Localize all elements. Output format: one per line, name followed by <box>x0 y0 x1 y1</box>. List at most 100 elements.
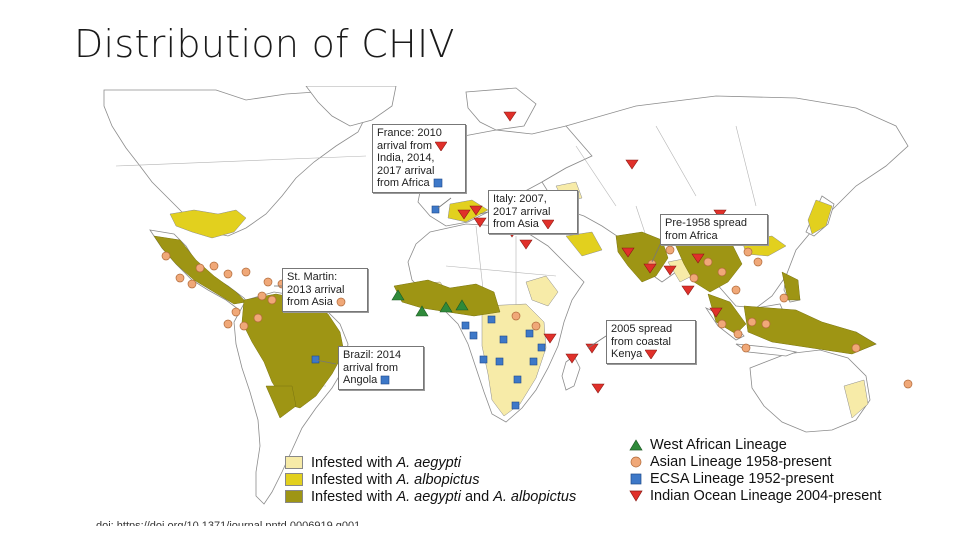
square-icon <box>628 472 644 486</box>
marker-asian <box>209 261 219 271</box>
markers-indian-ocean <box>457 111 727 394</box>
marker-asian <box>187 279 197 289</box>
scandinavia-landmass <box>465 87 537 131</box>
marker-asian <box>851 343 861 353</box>
callout-kenya: 2005 spread from coastal Kenya <box>606 320 696 364</box>
callout-france-line: France: 2010 <box>377 127 442 139</box>
marker-ecsa <box>479 355 488 364</box>
marker-asian <box>231 307 241 317</box>
marker-asian <box>223 269 233 279</box>
swatch-both <box>285 490 303 503</box>
world-map: France: 2010 arrival from India, 2014, 2… <box>96 86 920 523</box>
marker-ecsa <box>431 205 440 214</box>
marker-ecsa <box>513 375 522 384</box>
legend-item-both: Infested with A. aegypti and A. albopict… <box>285 488 576 505</box>
legend-label: Indian Ocean Lineage 2004-present <box>650 487 882 504</box>
legend-joiner: and <box>460 488 494 505</box>
legend-species: A. albopictus <box>396 471 480 488</box>
marker-indian-ocean <box>469 205 483 216</box>
legend-species: A. albopictus <box>493 488 577 505</box>
marker-ecsa <box>499 335 508 344</box>
marker-indian-ocean <box>643 263 657 274</box>
callout-stmartin: St. Martin: 2013 arrival from Asia <box>282 268 368 312</box>
marker-ecsa <box>537 343 546 352</box>
circle-icon <box>628 455 644 469</box>
legend-label: Infested with <box>311 471 397 488</box>
legend-label: ECSA Lineage 1952-present <box>650 470 834 487</box>
legend-item-indian-ocean: Indian Ocean Lineage 2004-present <box>628 487 881 504</box>
marker-indian-ocean <box>457 209 471 220</box>
legend-infestation: Infested with A. aegypti Infested with A… <box>285 454 576 505</box>
marker-asian <box>753 257 763 267</box>
callout-italy: Italy: 2007, 2017 arrival from Asia <box>488 190 578 234</box>
marker-asian <box>241 267 251 277</box>
doi-link[interactable]: doi: https://doi.org/10.1371/journal.pnt… <box>96 520 361 526</box>
callout-brazil-line: Brazil: 2014 <box>343 349 402 361</box>
marker-indian-ocean <box>543 333 557 344</box>
marker-west-african <box>415 305 429 317</box>
marker-ecsa <box>311 355 320 364</box>
swatch-albopictus <box>285 473 303 486</box>
callout-italy-line: 2017 arrival <box>493 205 551 218</box>
callout-stmartin-line: from Asia <box>287 296 363 309</box>
marker-asian <box>747 317 757 327</box>
marker-indian-ocean <box>709 307 723 318</box>
callout-france: France: 2010 arrival from India, 2014, 2… <box>372 124 466 193</box>
callout-france-line: arrival from <box>377 140 461 153</box>
legend-item-aegypti: Infested with A. aegypti <box>285 454 576 471</box>
marker-asian <box>743 247 753 257</box>
marker-indian-ocean <box>663 265 677 276</box>
marker-indian-ocean <box>503 111 517 122</box>
australia-landmass <box>749 349 871 433</box>
triangle-up-icon <box>628 438 644 452</box>
legend-species: A. aegypti <box>396 454 461 471</box>
callout-italy-line: from Asia <box>493 218 573 231</box>
marker-asian <box>257 291 267 301</box>
marker-indian-ocean <box>621 247 635 258</box>
marker-asian <box>731 285 741 295</box>
triangle-down-icon <box>628 489 644 503</box>
callout-stmartin-line: 2013 arrival <box>287 283 345 296</box>
legend-item-west-african: West African Lineage <box>628 436 881 453</box>
marker-asian <box>511 311 521 321</box>
marker-asian <box>195 263 205 273</box>
callout-brazil: Brazil: 2014 arrival from Angola <box>338 346 424 390</box>
marker-asian <box>531 321 541 331</box>
marker-asian <box>253 313 263 323</box>
greenland-landmass <box>305 86 397 127</box>
marker-asian <box>665 245 675 255</box>
marker-ecsa <box>529 357 538 366</box>
marker-west-african <box>439 301 453 313</box>
marker-asian <box>223 319 233 329</box>
marker-west-african <box>455 299 469 311</box>
marker-ecsa <box>469 331 478 340</box>
marker-ecsa <box>511 401 520 410</box>
legend-species: A. aegypti <box>396 488 461 505</box>
callout-pre1958: Pre-1958 spread from Africa <box>660 214 768 245</box>
markers-ecsa <box>311 205 546 410</box>
marker-indian-ocean <box>565 353 579 364</box>
callout-kenya-line: from coastal <box>611 335 671 348</box>
callout-kenya-line: 2005 spread <box>611 323 673 335</box>
marker-ecsa <box>525 329 534 338</box>
marker-asian <box>263 277 273 287</box>
legend-item-albopictus: Infested with A. albopictus <box>285 471 576 488</box>
callout-italy-line: Italy: 2007, <box>493 193 547 205</box>
marker-indian-ocean <box>691 253 705 264</box>
marker-asian <box>239 321 249 331</box>
legend-lineages: West African Lineage Asian Lineage 1958-… <box>628 436 881 504</box>
slide-title: Distribution of CHIV <box>74 22 455 66</box>
marker-asian <box>717 319 727 329</box>
marker-asian <box>903 379 913 389</box>
callout-kenya-line: Kenya <box>611 348 691 361</box>
callout-france-line: 2017 arrival <box>377 164 435 177</box>
marker-asian <box>267 295 277 305</box>
callout-brazil-line: Angola <box>343 374 419 387</box>
marker-asian <box>161 251 171 261</box>
markers-west-african <box>391 289 469 317</box>
marker-indian-ocean <box>585 343 599 354</box>
marker-asian <box>761 319 771 329</box>
marker-asian <box>733 329 743 339</box>
swatch-aegypti <box>285 456 303 469</box>
marker-asian <box>175 273 185 283</box>
